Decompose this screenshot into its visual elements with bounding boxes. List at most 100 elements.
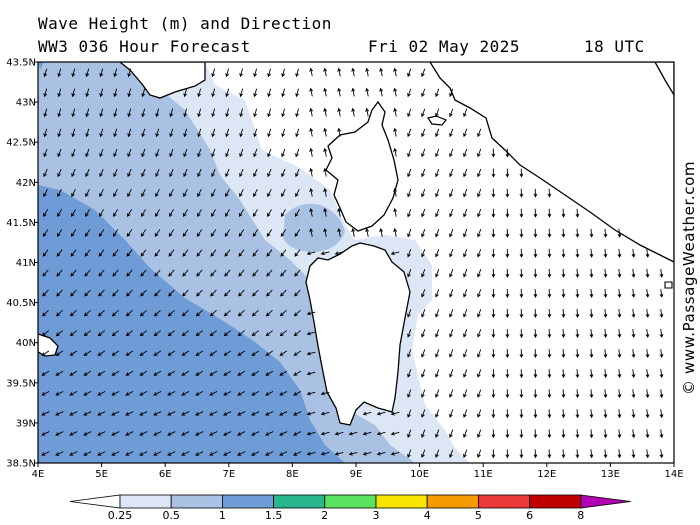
wave-arrow: [125, 451, 134, 456]
lat-tick-label: 41N: [16, 258, 36, 269]
wave-arrow: [365, 67, 370, 77]
wave-arrow: [547, 288, 552, 298]
colorbar-bin: [273, 494, 326, 509]
wave-arrow: [463, 409, 468, 418]
wave-arrow: [281, 128, 286, 138]
wave-arrow: [463, 309, 468, 318]
lat-tick-label: 39.5N: [6, 378, 36, 389]
wave-arrow: [547, 208, 552, 218]
wave-arrow: [239, 108, 244, 118]
wave-arrow: [575, 389, 580, 399]
wave-arrow: [659, 409, 664, 419]
land-mainland-north: [118, 62, 206, 99]
wave-arrow: [223, 370, 232, 376]
wave-arrow: [69, 350, 78, 356]
wave-arrow: [127, 108, 132, 118]
wave-arrow: [85, 88, 90, 98]
wave-arrow: [505, 208, 510, 218]
wave-arrow: [43, 209, 49, 218]
colorbar-label: 5: [475, 509, 482, 522]
wave-arrow: [631, 409, 636, 419]
wave-arrow: [169, 188, 174, 198]
wave-arrow: [112, 229, 119, 237]
wave-arrow: [393, 207, 398, 217]
wave-arrow: [505, 409, 510, 419]
wave-arrow: [195, 431, 204, 436]
wave-arrow: [196, 249, 203, 257]
wave-arrow: [575, 208, 580, 218]
wave-arrow: [435, 409, 440, 418]
wave-arrow: [211, 188, 216, 198]
wave-arrow: [197, 148, 202, 158]
wave-arrow: [294, 229, 301, 237]
wave-arrow: [519, 188, 524, 198]
wave-arrow: [281, 88, 286, 98]
wave-arrow: [393, 227, 398, 237]
colorbar-label: 0.25: [108, 509, 133, 522]
wave-arrow: [209, 370, 218, 376]
wave-arrow: [306, 451, 316, 456]
axis-ticks: 4E 5E 6E 7E 8E 9E 10E 11E 12E 13E 14E 43.5N 43N 42.5N…: [6, 58, 683, 481]
wave-arrow: [239, 68, 244, 78]
wave-arrow: [125, 431, 134, 436]
wave-arrow: [575, 228, 580, 238]
wave-arrow: [645, 288, 650, 298]
wave-arrow: [505, 429, 510, 439]
wave-arrow: [533, 248, 538, 258]
wave-arrow: [449, 289, 454, 298]
wave-arrow: [533, 329, 538, 339]
wave-arrow: [519, 248, 524, 258]
wave-arrow: [209, 350, 218, 356]
wave-arrow: [43, 188, 48, 198]
wave-arrow: [279, 350, 288, 356]
wave-arrow: [183, 209, 188, 217]
wave-arrow: [98, 289, 105, 297]
wave-arrow: [603, 288, 608, 298]
wave-arrow: [519, 369, 524, 379]
wave-arrow: [376, 431, 386, 436]
wave-arrow: [127, 68, 132, 78]
wave-arrow: [55, 350, 64, 356]
wave-arrow: [140, 229, 147, 237]
wave-arrow: [99, 88, 104, 98]
wave-arrow: [309, 187, 314, 197]
wave-arrow: [253, 168, 258, 178]
wave-arrow: [57, 148, 62, 158]
colorbar-label: 2: [321, 509, 328, 522]
wave-arrow: [211, 128, 216, 138]
wave-arrow: [279, 411, 288, 416]
lon-tick-label: 13E: [601, 469, 620, 480]
colorbar-label: 0.5: [162, 509, 180, 522]
wave-arrow: [209, 431, 218, 436]
wave-arrow: [127, 128, 132, 138]
wave-arrow: [293, 350, 302, 356]
wave-arrow: [99, 148, 104, 158]
lon-tick-label: 7E: [222, 469, 235, 480]
wave-arrow: [155, 209, 160, 217]
wave-arrow: [69, 370, 78, 376]
wave-arrow: [181, 330, 189, 337]
wave-arrow: [390, 431, 400, 436]
wave-arrow: [279, 431, 288, 436]
wave-arrow: [99, 188, 104, 198]
wave-arrow: [477, 128, 482, 138]
wave-arrow: [293, 451, 302, 456]
wave-arrow: [153, 370, 162, 376]
wave-arrow: [85, 168, 90, 178]
wave-arrow: [293, 390, 302, 396]
wave-arrow: [267, 108, 272, 118]
wave-arrow: [295, 88, 299, 98]
wave-arrow: [407, 88, 412, 98]
wave-arrow: [435, 228, 440, 238]
wave-arrow: [253, 148, 258, 158]
wave-arrow: [169, 108, 174, 118]
wave-arrow: [463, 208, 468, 218]
wave-arrow: [323, 87, 328, 97]
wave-arrow: [505, 248, 510, 258]
wave-arrow: [237, 370, 246, 376]
wave-arrow: [659, 429, 664, 439]
wave-arrow: [547, 268, 552, 278]
wave-arrow: [195, 310, 203, 317]
wave-arrow: [56, 249, 63, 257]
colorbar-label: 8: [577, 509, 584, 522]
